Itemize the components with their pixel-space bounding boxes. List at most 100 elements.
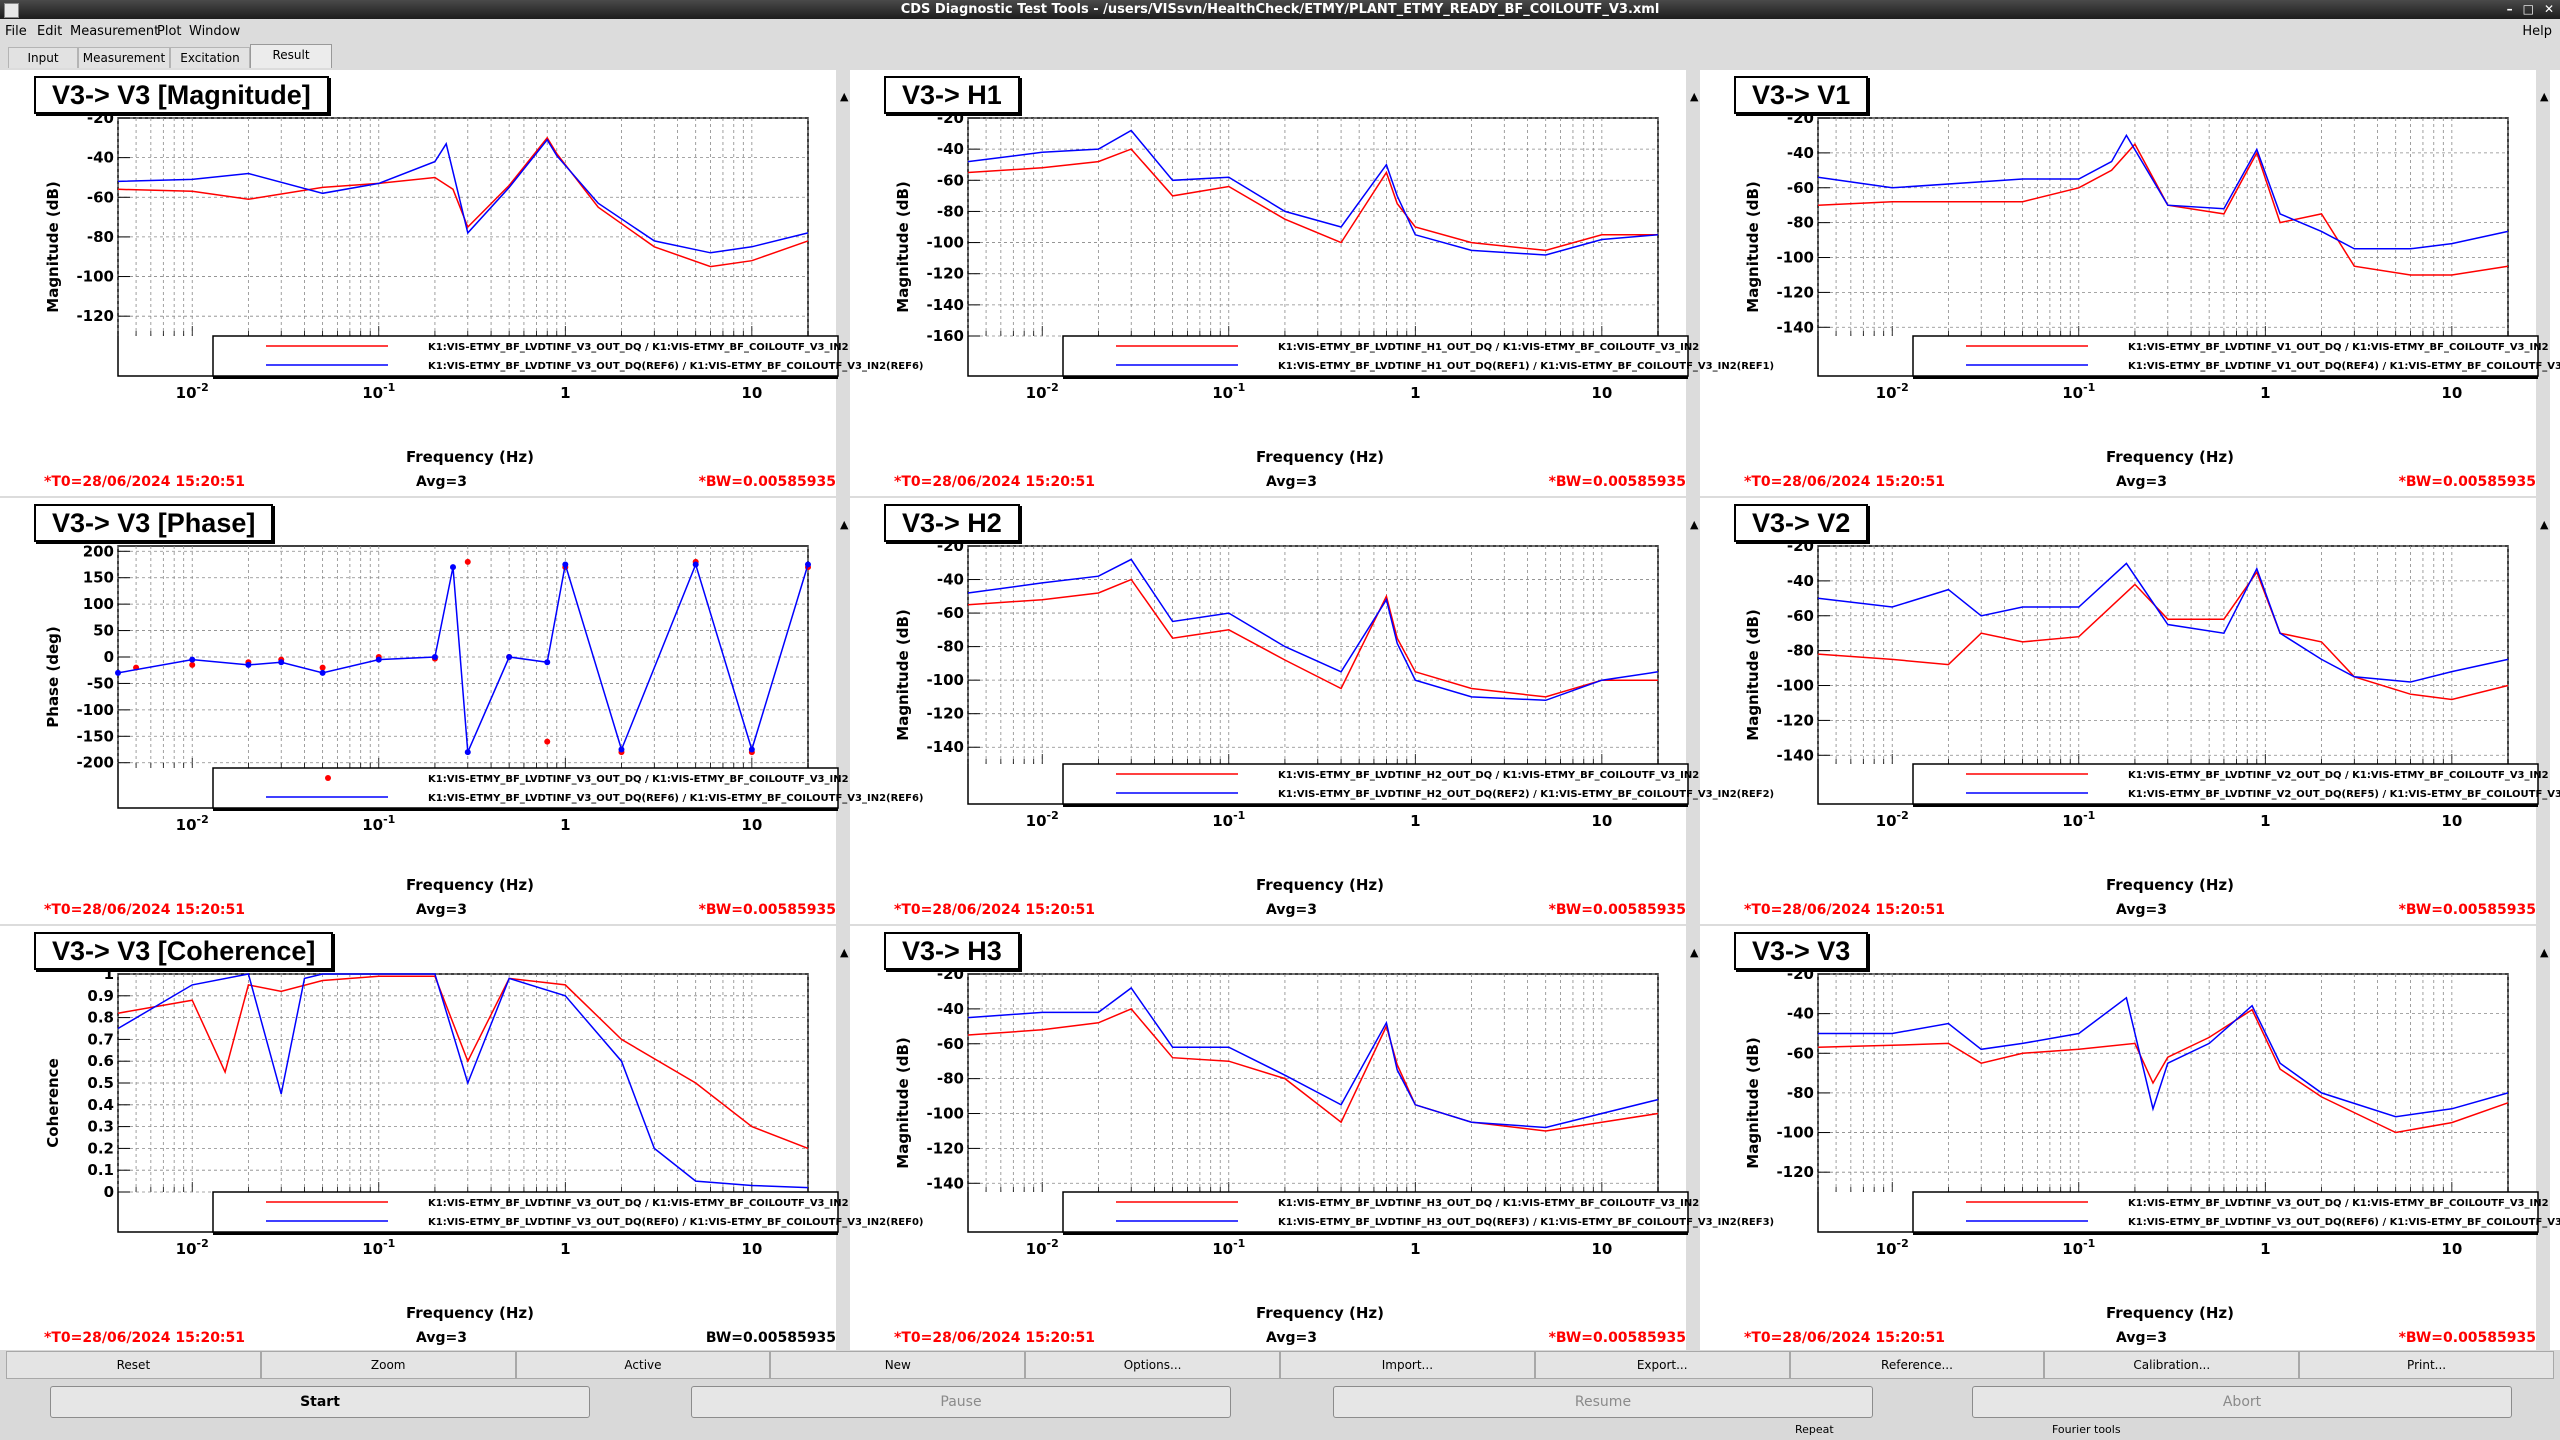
panel-scrollbar — [2536, 70, 2550, 496]
series-line — [967, 148, 1658, 252]
y-tick-label: -120 — [1776, 711, 1814, 729]
x-tick-label: 1 — [2260, 812, 2270, 830]
avg-label: Avg=3 — [416, 1330, 467, 1346]
menu-help[interactable]: Help — [2522, 24, 2552, 39]
options-button[interactable]: Options... — [1025, 1351, 1280, 1379]
x-tick-label: 1 — [560, 816, 570, 834]
y-axis-label: Magnitude (dB) — [1744, 181, 1762, 312]
x-tick-label: 1 — [560, 1240, 570, 1258]
bw-label: *BW=0.00585935 — [1548, 474, 1686, 490]
x-tick-label: 1 — [2260, 1240, 2270, 1258]
plot-frame — [1817, 973, 2509, 1233]
scroll-up-icon: ▲ — [2540, 518, 2549, 531]
menu-window[interactable]: Window — [189, 24, 241, 39]
minimize-icon[interactable]: – — [2506, 2, 2513, 16]
app-icon — [4, 3, 19, 18]
legend-label: K1:VIS-ETMY_BF_LVDTINF_H1_OUT_DQ(REF1) /… — [1278, 361, 1774, 372]
legend-label: K1:VIS-ETMY_BF_LVDTINF_V3_OUT_DQ / K1:VI… — [2128, 1198, 2549, 1209]
import-button[interactable]: Import... — [1279, 1351, 1535, 1379]
bw-label: *BW=0.00585935 — [1548, 1330, 1686, 1346]
export-button[interactable]: Export... — [1534, 1351, 1790, 1379]
panel-p12: ▲-20-40-60-80-100-120-140-160K1:VIS-ETMY… — [850, 70, 1774, 498]
x-axis-label: Frequency (Hz) — [406, 1304, 534, 1322]
y-tick-label: 100 — [83, 595, 114, 613]
y-tick-label: -100 — [926, 1105, 964, 1123]
x-tick-label: 10-2 — [1876, 1237, 1909, 1258]
repeat-status: Repeat — [1795, 1423, 1834, 1436]
y-tick-label: -100 — [76, 268, 114, 286]
y-tick-label: 150 — [83, 569, 114, 587]
abort-button[interactable]: Abort — [1972, 1386, 2512, 1418]
x-tick-label: 10 — [1591, 384, 1612, 402]
y-axis-label: Magnitude (dB) — [894, 1037, 912, 1168]
tab-excitation[interactable]: Excitation — [170, 47, 250, 68]
x-tick-label: 10-1 — [2062, 809, 2095, 830]
y-tick-label: 0 — [104, 648, 114, 666]
legend-label: K1:VIS-ETMY_BF_LVDTINF_H2_OUT_DQ / K1:VI… — [1278, 770, 1699, 781]
scroll-up-icon: ▲ — [840, 946, 849, 959]
legend-shadow — [1913, 376, 2538, 379]
x-tick-label: 1 — [1410, 1240, 1420, 1258]
menu-measurement[interactable]: Measurement — [70, 24, 160, 39]
y-tick-label: -60 — [1787, 1044, 1814, 1062]
reference-button[interactable]: Reference... — [1789, 1351, 2045, 1379]
reset-button[interactable]: Reset — [6, 1351, 261, 1379]
y-axis-label: Magnitude (dB) — [1744, 609, 1762, 740]
panel-scrollbar — [836, 926, 850, 1350]
x-tick-label: 10-2 — [1026, 381, 1059, 402]
x-tick-label: 10-2 — [176, 1237, 209, 1258]
y-tick-label: -80 — [1787, 1084, 1814, 1102]
avg-label: Avg=3 — [1266, 902, 1317, 918]
maximize-icon[interactable]: □ — [2522, 2, 2534, 16]
series-point — [189, 661, 196, 668]
y-tick-label: -60 — [1787, 607, 1814, 625]
plot-canvas[interactable]: ▲-20-40-60-80-100-120K1:VIS-ETMY_BF_LVDT… — [0, 70, 2560, 1350]
panel-divider — [0, 496, 850, 498]
tab-result[interactable]: Result — [250, 44, 332, 68]
active-button[interactable]: Active — [515, 1351, 771, 1379]
pause-button[interactable]: Pause — [691, 1386, 1231, 1418]
zoom-button[interactable]: Zoom — [260, 1351, 516, 1379]
panel-title: V3-> V3 [Phase] — [34, 504, 274, 542]
menu-edit[interactable]: Edit — [37, 24, 63, 39]
legend-shadow — [213, 376, 838, 379]
resume-button[interactable]: Resume — [1333, 1386, 1873, 1418]
y-tick-label: -60 — [937, 1035, 964, 1053]
legend-shadow — [1063, 804, 1688, 807]
y-tick-label: -100 — [1776, 249, 1814, 267]
legend-box — [1062, 763, 1689, 805]
t0-label: *T0=28/06/2024 15:20:51 — [894, 902, 1096, 918]
y-tick-label: -80 — [1787, 214, 1814, 232]
tab-measurement[interactable]: Measurement — [78, 47, 170, 68]
legend-label: K1:VIS-ETMY_BF_LVDTINF_H3_OUT_DQ / K1:VI… — [1278, 1198, 1699, 1209]
y-tick-label: -100 — [1776, 677, 1814, 695]
panel-p13: ▲-20-40-60-80-100-120-140K1:VIS-ETMY_BF_… — [1700, 70, 2560, 498]
series-point — [618, 746, 625, 753]
y-tick-label: -40 — [937, 571, 964, 589]
menu-plot[interactable]: Plot — [157, 24, 182, 39]
bw-label: *BW=0.00585935 — [2398, 1330, 2536, 1346]
series-line — [967, 1007, 1659, 1132]
tab-input[interactable]: Input — [8, 47, 78, 68]
menu-file[interactable]: File — [5, 24, 27, 39]
calibration-button[interactable]: Calibration... — [2044, 1351, 2300, 1379]
legend-label: K1:VIS-ETMY_BF_LVDTINF_V3_OUT_DQ(REF6) /… — [2128, 1217, 2560, 1228]
legend-box — [212, 335, 839, 377]
panel-scrollbar — [1686, 926, 1700, 1350]
panel-divider — [0, 924, 850, 926]
y-tick-label: -60 — [937, 604, 964, 622]
grid — [117, 546, 809, 768]
start-button[interactable]: Start — [50, 1386, 590, 1418]
legend-shadow — [1913, 1232, 2538, 1235]
bw-label: BW=0.00585935 — [705, 1330, 836, 1346]
close-icon[interactable]: ✕ — [2543, 2, 2554, 16]
legend-label: K1:VIS-ETMY_BF_LVDTINF_V3_OUT_DQ / K1:VI… — [428, 1198, 849, 1209]
panel-p32: ▲-20-40-60-80-100-120-140K1:VIS-ETMY_BF_… — [894, 926, 1774, 1350]
y-tick-label: -40 — [1787, 144, 1814, 162]
print-button[interactable]: Print... — [2299, 1351, 2554, 1379]
new-button[interactable]: New — [770, 1351, 1026, 1379]
y-tick-label: -120 — [926, 1139, 964, 1157]
plot-area: ▲ -20 -40 -60 -80 -100 -120 K1:VIS-ETMY_BF_LVDT… — [0, 70, 2560, 1350]
x-tick-label: 10-2 — [176, 381, 209, 402]
series-point — [450, 564, 457, 571]
